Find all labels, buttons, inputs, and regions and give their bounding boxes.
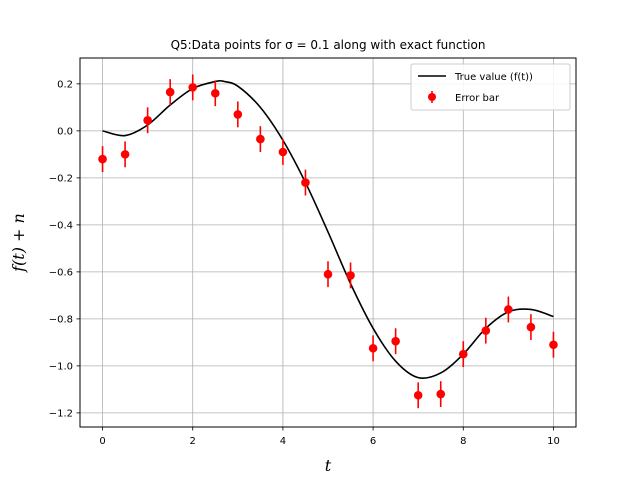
- x-axis-label: t: [325, 456, 332, 475]
- y-tick-label: −1.0: [49, 361, 73, 372]
- data-point: [549, 340, 558, 350]
- data-point: [233, 110, 243, 119]
- x-tick-label: 8: [460, 436, 466, 447]
- y-tick-label: 0.0: [57, 126, 73, 137]
- data-point: [210, 88, 220, 98]
- y-tick-label: 0.2: [57, 79, 73, 90]
- y-tick-label: −1.2: [49, 408, 73, 419]
- legend-box: [410, 63, 571, 111]
- y-axis-label: f(t) + n: [9, 213, 28, 273]
- y-tick-label: −0.8: [49, 314, 73, 325]
- data-point: [256, 134, 265, 144]
- x-tick-label: 6: [370, 436, 376, 447]
- y-tick-label: −0.2: [49, 173, 73, 184]
- x-tick-label: 10: [547, 436, 560, 447]
- legend-errorbar-marker: [428, 93, 436, 101]
- series-points-layer: [98, 74, 558, 409]
- x-tick-label: 0: [99, 436, 105, 447]
- data-point: [98, 154, 107, 164]
- axes-frame: [79, 57, 577, 428]
- x-tick-label: 4: [280, 436, 286, 447]
- y-axis-ticks: −1.2 −1.0 −0.8 −0.6 −0.4 −0.2 0.0 0.2: [49, 79, 80, 419]
- data-point: [120, 150, 130, 159]
- data-point: [391, 336, 400, 346]
- data-point: [526, 322, 536, 332]
- data-point: [188, 83, 198, 92]
- legend-entry-error-bar: Error bar: [455, 93, 500, 104]
- legend: True value (f(t)) Error bar: [410, 63, 571, 111]
- y-tick-label: −0.4: [49, 220, 73, 231]
- data-point: [346, 271, 355, 280]
- data-point: [368, 343, 378, 353]
- data-point: [504, 305, 513, 314]
- legend-entry-true-value: True value (f(t)): [454, 72, 533, 83]
- x-axis-ticks: 0 2 4 6 8 10: [99, 427, 560, 447]
- data-point: [413, 390, 423, 400]
- data-point: [301, 178, 310, 187]
- data-point: [278, 147, 288, 157]
- data-point: [481, 326, 491, 335]
- x-tick-label: 2: [190, 436, 196, 447]
- series-line-layer: [102, 79, 554, 380]
- y-tick-label: −0.6: [49, 267, 73, 278]
- data-point: [165, 87, 175, 97]
- grid: [80, 58, 576, 427]
- true-value-line: [102, 79, 554, 380]
- data-point: [143, 115, 152, 125]
- data-point: [458, 349, 468, 359]
- data-point: [323, 269, 333, 279]
- data-point: [436, 389, 446, 399]
- chart-title: Q5:Data points for σ = 0.1 along with ex…: [171, 38, 486, 52]
